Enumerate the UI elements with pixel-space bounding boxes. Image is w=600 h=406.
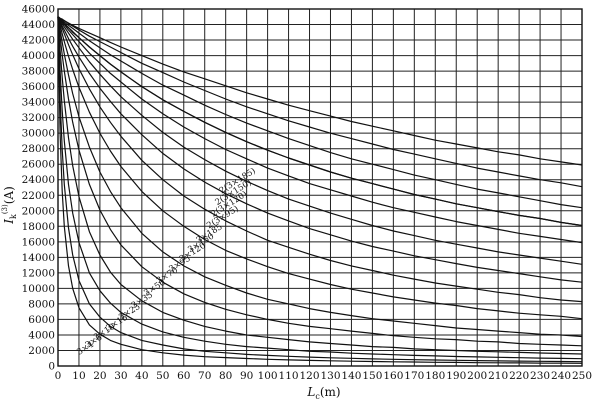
- x-tick-label-25: 250: [572, 370, 592, 382]
- y-tick-label-1: 2000: [28, 345, 55, 357]
- x-tick-label-6: 60: [177, 370, 190, 382]
- x-tick-label-17: 170: [404, 370, 424, 382]
- series-line-7: [57, 16, 583, 303]
- x-tick-label-0: 0: [55, 370, 62, 382]
- curve-label-layer: 2(3×185)2(3×150)2(3×120)2(3×95)3×1853×15…: [75, 165, 257, 357]
- tick-label-layer: 0 10 20 30 40 50 60 70 80 90 100 110 120 130 140 150 160…: [22, 4, 592, 383]
- y-tick-label-16: 32000: [22, 112, 55, 124]
- series-line-2: [57, 16, 583, 360]
- y-tick-label-5: 10000: [22, 283, 55, 295]
- x-tick-label-22: 220: [509, 370, 529, 382]
- y-tick-label-14: 28000: [22, 143, 55, 155]
- y-tick-label-20: 40000: [22, 50, 55, 62]
- x-tick-label-10: 100: [258, 370, 278, 382]
- x-tick-label-14: 140: [341, 370, 361, 382]
- series-line-9: [57, 16, 583, 265]
- y-tick-label-4: 8000: [28, 298, 55, 310]
- series-line-0: [57, 16, 583, 364]
- x-tick-label-20: 200: [467, 370, 487, 382]
- x-tick-label-1: 10: [72, 370, 85, 382]
- series-line-6: [57, 16, 583, 320]
- x-tick-label-12: 120: [299, 370, 319, 382]
- y-tick-label-23: 46000: [22, 4, 55, 16]
- y-tick-label-2: 4000: [28, 329, 55, 341]
- x-axis-title: Lc(m): [306, 385, 340, 401]
- series-line-1: [57, 16, 583, 363]
- series-line-10: [57, 16, 583, 244]
- y-axis-title-sup: (3): [1, 204, 9, 214]
- x-tick-label-5: 50: [156, 370, 169, 382]
- y-tick-label-6: 12000: [22, 267, 55, 279]
- x-tick-label-2: 20: [93, 370, 106, 382]
- x-tick-label-15: 150: [362, 370, 382, 382]
- y-tick-label-10: 20000: [22, 205, 55, 217]
- y-axis-title-sub: k: [9, 214, 18, 219]
- series-line-13: [57, 16, 583, 209]
- plot-frame: [57, 8, 583, 367]
- y-axis-title-main: I: [2, 219, 16, 225]
- y-tick-label-9: 18000: [22, 221, 55, 233]
- y-tick-label-11: 22000: [22, 190, 55, 202]
- y-tick-label-22: 44000: [22, 19, 55, 31]
- y-tick-label-15: 30000: [22, 128, 55, 140]
- y-tick-label-0: 0: [48, 361, 55, 373]
- y-tick-label-3: 6000: [28, 314, 55, 326]
- y-axis-title: Ik(3)(A): [1, 186, 18, 225]
- x-tick-label-8: 80: [219, 370, 232, 382]
- x-tick-label-19: 190: [446, 370, 466, 382]
- x-axis-title-main: L: [306, 385, 315, 399]
- x-tick-label-11: 110: [279, 370, 299, 382]
- series-line-12: [57, 16, 583, 227]
- y-tick-label-13: 26000: [22, 159, 55, 171]
- y-tick-label-7: 14000: [22, 252, 55, 264]
- y-tick-label-8: 16000: [22, 236, 55, 248]
- y-axis-title-unit: (A): [2, 186, 16, 204]
- x-axis-title-sub: c: [315, 392, 320, 401]
- x-tick-label-7: 70: [198, 370, 211, 382]
- x-tick-label-13: 130: [320, 370, 340, 382]
- series-line-8: [57, 16, 583, 283]
- y-tick-label-17: 34000: [22, 97, 55, 109]
- series-line-4: [57, 16, 583, 347]
- series-layer: [57, 16, 583, 364]
- series-line-14: [57, 16, 583, 188]
- y-tick-label-12: 24000: [22, 174, 55, 186]
- y-tick-label-18: 36000: [22, 81, 55, 93]
- x-tick-label-24: 240: [551, 370, 571, 382]
- x-tick-label-3: 30: [114, 370, 127, 382]
- grid: [57, 8, 583, 367]
- x-axis-title-unit: (m): [320, 385, 341, 399]
- series-line-3: [57, 16, 583, 355]
- x-tick-label-23: 230: [530, 370, 550, 382]
- x-tick-label-18: 180: [425, 370, 445, 382]
- x-tick-label-9: 90: [240, 370, 253, 382]
- x-tick-label-21: 210: [488, 370, 508, 382]
- series-line-5: [57, 16, 583, 338]
- x-tick-label-16: 160: [383, 370, 403, 382]
- series-line-15: [57, 16, 583, 166]
- y-tick-label-19: 38000: [22, 66, 55, 78]
- x-tick-label-4: 40: [135, 370, 148, 382]
- y-tick-label-21: 42000: [22, 35, 55, 47]
